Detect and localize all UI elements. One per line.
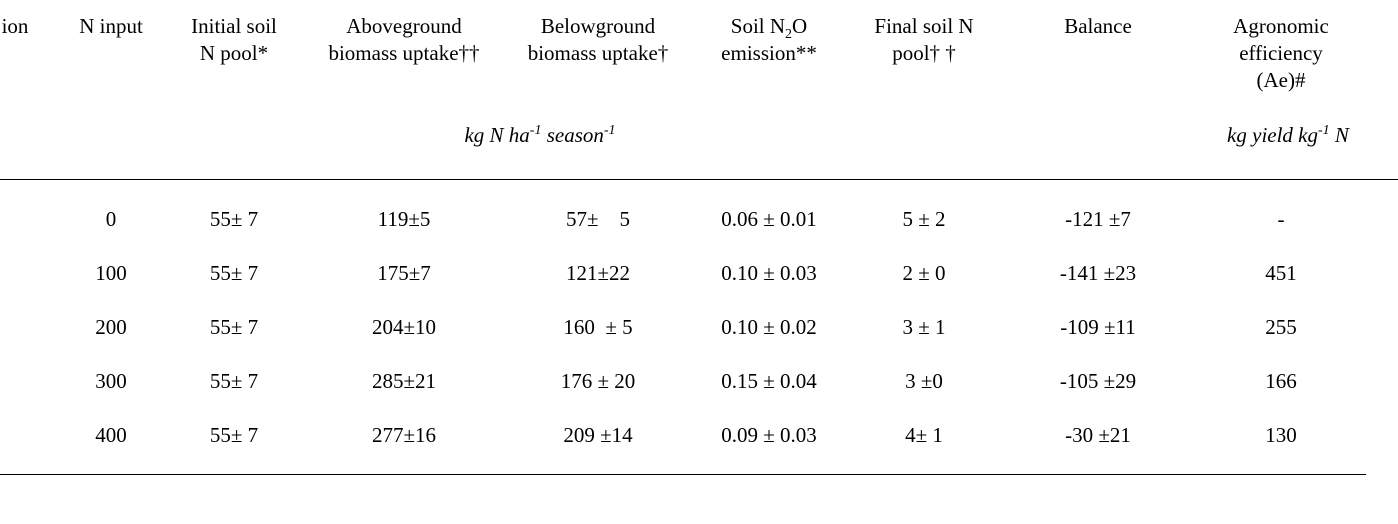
header-text: (Ae)#: [1256, 68, 1306, 92]
header-text: Belowground: [540, 14, 656, 38]
units-text: N: [1329, 123, 1349, 147]
units-text: season: [541, 123, 604, 147]
table-cell: -105 ±29: [1059, 369, 1137, 393]
units-label: kg N ha-1 season-1: [464, 123, 615, 148]
header-text: Agronomic: [1233, 14, 1329, 38]
header-cell: Belowground biomass uptake†: [528, 13, 669, 67]
header-cell: Final soil N pool† †: [874, 13, 973, 67]
header-text: pool† †: [892, 41, 956, 65]
table-cell: 55± 7: [209, 369, 259, 393]
table-cell: 200: [95, 315, 127, 339]
table-cell: 2 ± 0: [902, 261, 946, 285]
table-cell: 121±22: [565, 261, 631, 285]
table-cell: -: [1277, 207, 1285, 231]
table-cell: 285±21: [371, 369, 437, 393]
table-cell: -121 ±7: [1065, 207, 1131, 231]
subscript: 2: [785, 27, 793, 43]
table-cell: 5 ± 2: [902, 207, 946, 231]
header-text: N pool*: [199, 41, 269, 65]
table-cell: 3 ±0: [905, 369, 943, 393]
table-cell: 166: [1265, 369, 1297, 393]
table-cell: 160 ± 5: [563, 315, 633, 339]
header-text: emission**: [721, 41, 817, 65]
table-cell: -141 ±23: [1059, 261, 1137, 285]
table-cell: 0.10 ± 0.02: [721, 315, 817, 339]
units-label: kg yield kg-1 N: [1227, 123, 1349, 148]
bottom-rule: [0, 474, 1366, 475]
header-text: Soil N: [730, 14, 786, 38]
table-cell: 0.15 ± 0.04: [721, 369, 817, 393]
table-cell: 130: [1265, 423, 1297, 447]
table-cell: 277±16: [371, 423, 437, 447]
header-cell: Balance: [1064, 13, 1132, 40]
header-cell: Initial soil N pool*: [191, 13, 277, 67]
table-cell: 55± 7: [209, 207, 259, 231]
superscript: -1: [529, 123, 542, 138]
header-text: Aboveground: [346, 14, 462, 38]
superscript: -1: [1318, 123, 1330, 138]
table-cell: 175±7: [377, 261, 431, 285]
header-line: Soil N2O: [721, 13, 817, 43]
table-cell: -109 ±11: [1060, 315, 1136, 339]
superscript: -1: [603, 123, 616, 138]
header-rule: [0, 179, 1398, 180]
table-cell: 300: [95, 369, 127, 393]
table-cell: 3 ± 1: [902, 315, 946, 339]
table-cell: 209 ±14: [563, 423, 633, 447]
table-cell: 255: [1265, 315, 1297, 339]
table-cell: 176 ± 20: [560, 369, 636, 393]
header-text: O: [792, 14, 808, 38]
table-cell: 0: [105, 207, 117, 231]
header-cell: Agronomic efficiency (Ae)#: [1233, 13, 1329, 94]
header-text: biomass uptake††: [328, 41, 480, 65]
table-cell: 55± 7: [209, 315, 259, 339]
table-cell: 100: [95, 261, 127, 285]
header-text: Final soil N: [874, 14, 974, 38]
header-text: biomass uptake†: [527, 41, 669, 65]
header-cell: ion: [2, 13, 29, 40]
header-text: Initial soil: [191, 14, 277, 38]
table-cell: 4± 1: [905, 423, 943, 447]
table-cell: 0.09 ± 0.03: [721, 423, 817, 447]
table-cell: 0.10 ± 0.03: [721, 261, 817, 285]
header-cell: N input: [79, 13, 143, 40]
header-text: ion: [1, 14, 29, 38]
table-cell: 204±10: [371, 315, 437, 339]
units-text: kg yield kg: [1227, 123, 1319, 147]
header-text: Balance: [1064, 14, 1132, 38]
header-cell: Aboveground biomass uptake††: [328, 13, 479, 67]
table-cell: 55± 7: [209, 261, 259, 285]
table-cell: 400: [95, 423, 127, 447]
table-cell: 119±5: [377, 207, 431, 231]
header-text: efficiency: [1239, 41, 1323, 65]
header-cell: Soil N2O emission**: [721, 13, 817, 67]
table-cell: 57± 5: [565, 207, 631, 231]
table-cell: 0.06 ± 0.01: [721, 207, 817, 231]
table-cell: 55± 7: [209, 423, 259, 447]
header-text: N input: [79, 14, 143, 38]
table-cell: -30 ±21: [1065, 423, 1131, 447]
table-cell: 451: [1265, 261, 1297, 285]
units-text: kg N ha: [464, 123, 530, 147]
